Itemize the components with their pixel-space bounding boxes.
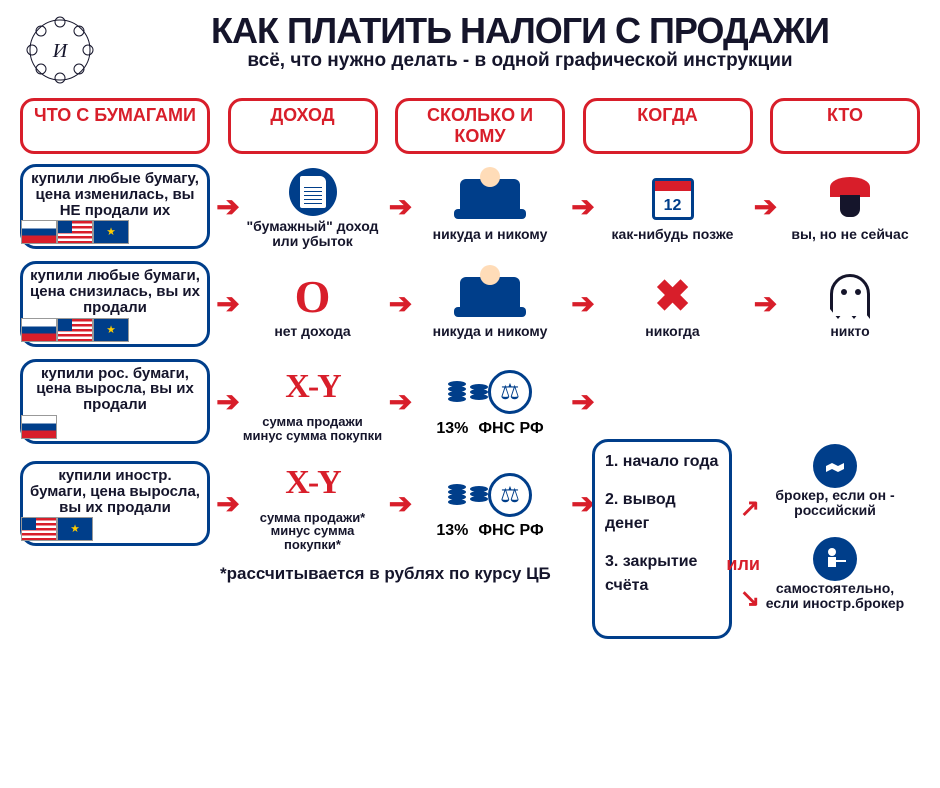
flag-ru-icon [21, 318, 57, 342]
scenario-text-3: купили рос. бумаги, цена выросла, вы их … [29, 366, 201, 413]
scenario-text-4: купили иностр. бумаги, цена выросла, вы … [29, 468, 201, 515]
arrow-icon: ➔ [571, 287, 591, 320]
coins-icon [448, 382, 488, 402]
arrow-icon: ➔ [389, 487, 409, 520]
calendar-icon: 12 [652, 178, 694, 220]
sofa-icon [460, 179, 520, 219]
arrow-icon: ➔ [389, 190, 409, 223]
scenario-text-2: купили любые бумаги, цена снизилась, вы … [29, 268, 201, 315]
scenario-box-3: купили рос. бумаги, цена выросла, вы их … [20, 359, 210, 444]
or-label: или [726, 554, 760, 575]
flag-us-icon [57, 318, 93, 342]
cell-amount-1: никуда и никому [415, 172, 565, 242]
who-self-label: самостоятельно, если иностр.брокер [760, 581, 910, 610]
flag-us-icon [21, 517, 57, 541]
sofa-icon [460, 277, 520, 317]
col-header-who: КТО [770, 98, 920, 154]
ghost-icon [830, 274, 870, 319]
flag-ru-icon [21, 220, 57, 244]
arrow-icon: ➔ [216, 385, 236, 418]
arrow-icon: ➔ [571, 385, 591, 418]
arrow-icon: ➔ [754, 287, 774, 320]
arrow-icon: ➔ [216, 287, 236, 320]
scenario-box-2: купили любые бумаги, цена снизилась, вы … [20, 261, 210, 346]
main-title: КАК ПЛАТИТЬ НАЛОГИ С ПРОДАЖИ [120, 10, 920, 52]
amount-label-1: никуда и никому [415, 227, 565, 242]
cell-income-2: O нет дохода [243, 269, 383, 339]
when-item-1: 1. начало года [605, 450, 719, 474]
zero-icon: O [295, 270, 331, 323]
scenario-box-4: купили иностр. бумаги, цена выросла, вы … [20, 461, 210, 546]
flag-eu-icon [93, 220, 129, 244]
pct-label-4: 13% [436, 522, 468, 540]
arrow-diag-up-icon: ↗ [740, 494, 760, 523]
cell-when-2: ✖ никогда [598, 269, 748, 339]
arrow-diag-down-icon: ↘ [740, 584, 760, 613]
cell-when-1: 12 как-нибудь позже [598, 172, 748, 242]
arrow-icon: ➔ [216, 190, 236, 223]
cell-amount-2: никуда и никому [415, 269, 565, 339]
arrow-icon: ➔ [389, 287, 409, 320]
who-label-1: вы, но не сейчас [780, 227, 920, 242]
document-icon [289, 168, 337, 216]
org-label-3: ФНС РФ [478, 420, 543, 438]
flag-eu-icon [93, 318, 129, 342]
when-box-shared: 1. начало года 2. вывод денег 3. закрыти… [592, 439, 732, 639]
when-item-2: 2. вывод денег [605, 488, 719, 536]
xy-formula-icon: X-Y [285, 464, 339, 502]
cell-who-1: вы, но не сейчас [780, 172, 920, 242]
flag-us-icon [57, 220, 93, 244]
income-label-1: "бумажный" доход или убыток [243, 219, 383, 248]
who-broker-label: брокер, если он - российский [760, 488, 910, 517]
x-mark-icon: ✖ [654, 271, 691, 322]
handshake-icon [813, 444, 857, 488]
subtitle: всё, что нужно делать - в одной графичес… [120, 50, 920, 72]
cell-who-2: никто [780, 269, 920, 339]
scenario-box-1: купили любые бумагу, цена изменилась, вы… [20, 164, 210, 249]
org-label-4: ФНС РФ [478, 522, 543, 540]
arrow-icon: ➔ [216, 487, 236, 520]
arrow-icon: ➔ [754, 190, 774, 223]
arrow-icon: ➔ [389, 385, 409, 418]
flag-eu-icon [57, 517, 93, 541]
cell-income-3: X-Y сумма продажи минус сумма покупки [243, 360, 383, 442]
income-label-4: сумма продажи* минус сумма покупки* [243, 511, 383, 552]
col-header-when: КОГДА [583, 98, 753, 154]
income-label-3: сумма продажи минус сумма покупки [243, 415, 383, 442]
coins-icon [448, 485, 488, 505]
amount-label-2: никуда и никому [415, 324, 565, 339]
when-label-1: как-нибудь позже [598, 227, 748, 242]
lady-hat-icon [825, 177, 875, 222]
when-item-3: 3. закрытие счёта [605, 550, 719, 598]
arrow-icon: ➔ [571, 487, 591, 520]
cell-amount-3: ⚖ 13% ФНС РФ [415, 365, 565, 438]
who-self: самостоятельно, если иностр.брокер [760, 537, 910, 610]
cell-amount-4: ⚖ 13% ФНС РФ [415, 467, 565, 540]
income-label-2: нет дохода [243, 324, 383, 339]
fns-emblem-icon: ⚖ [488, 370, 532, 414]
svg-text:И: И [52, 40, 69, 62]
who-label-2: никто [780, 324, 920, 339]
col-header-papers: ЧТО С БУМАГАМИ [20, 98, 210, 154]
col-header-amount: СКОЛЬКО И КОМУ [395, 98, 565, 154]
xy-formula-icon: X-Y [285, 368, 339, 406]
logo-ornament: И [20, 10, 100, 90]
pct-label-3: 13% [436, 420, 468, 438]
col-header-income: ДОХОД [228, 98, 378, 154]
cell-income-1: "бумажный" доход или убыток [243, 164, 383, 248]
scenario-text-1: купили любые бумагу, цена изменилась, вы… [29, 171, 201, 218]
desk-person-icon [813, 537, 857, 581]
fns-emblem-icon: ⚖ [488, 473, 532, 517]
when-label-2: никогда [598, 324, 748, 339]
cell-income-4: X-Y сумма продажи* минус сумма покупки* [243, 456, 383, 552]
who-broker: брокер, если он - российский [760, 444, 910, 517]
flag-ru-icon [21, 415, 57, 439]
arrow-icon: ➔ [571, 190, 591, 223]
